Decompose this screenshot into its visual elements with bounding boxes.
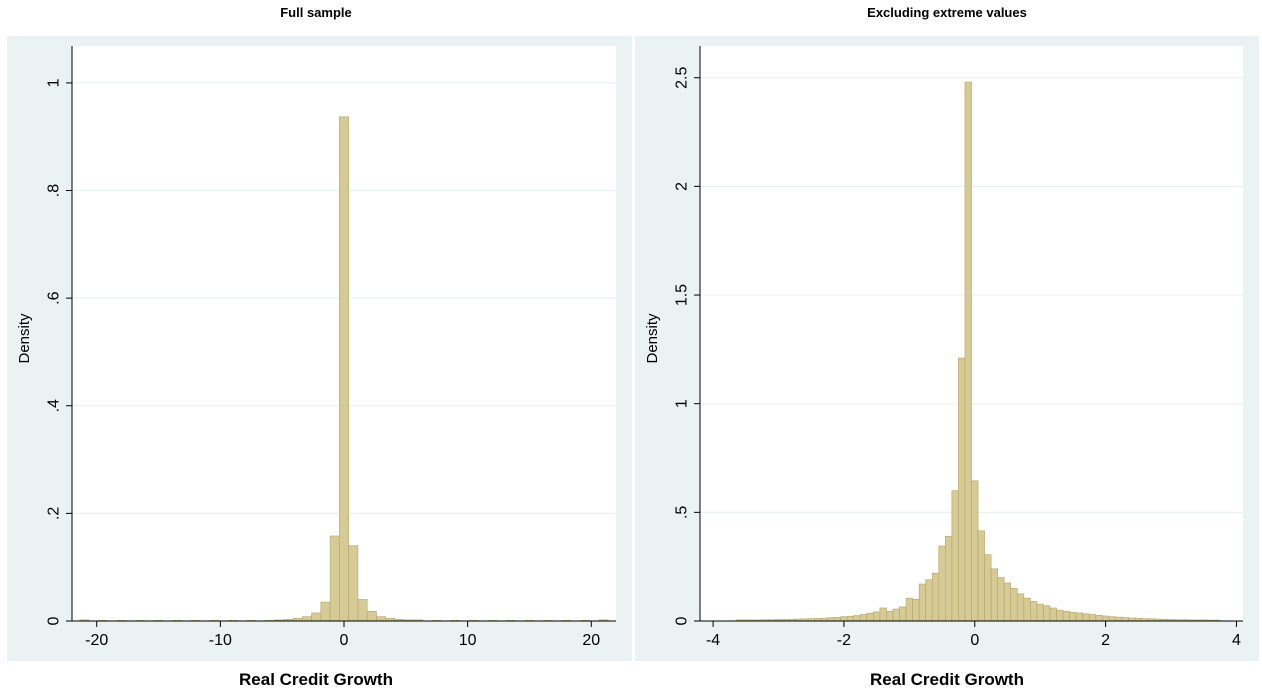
histogram-bar (348, 545, 359, 622)
histogram-bar (873, 611, 881, 622)
histogram-bar (1016, 593, 1025, 622)
chart-panel-full-sample: Full sample 0 .2 .4 .6 .8 1 -20 -10 0 10 20 Density… (7, 5, 632, 689)
histogram-bar (1023, 597, 1031, 622)
histogram-bar (1036, 603, 1044, 622)
histogram-bar (866, 612, 874, 622)
y-tick-label: .2 (46, 507, 63, 520)
histogram-bar (905, 597, 913, 622)
x-tick-label: 4 (1232, 632, 1241, 649)
histogram-bar (1102, 615, 1110, 622)
histogram-bar (376, 616, 387, 622)
histogram-bar (951, 490, 959, 622)
histogram-bar (984, 554, 992, 622)
histogram-plot: 0 .5 1 1.5 2 2.5 -4 -2 0 2 4 Density (644, 46, 1243, 649)
histogram-bar (938, 545, 946, 622)
x-tick-label: 2 (1101, 632, 1110, 649)
x-tick-label: -4 (706, 632, 720, 649)
histogram-bar (1108, 616, 1116, 622)
histogram-bar (1121, 617, 1129, 622)
histogram-plot: 0 .2 .4 .6 .8 1 -20 -10 0 10 20 Density (16, 46, 616, 649)
histogram-bar (859, 614, 868, 622)
x-tick-label: 0 (340, 632, 349, 649)
y-tick-label: 2 (674, 182, 691, 191)
plot-region: 0 .2 .4 .6 .8 1 -20 -10 0 10 20 Density (7, 36, 632, 661)
histogram-bar (1095, 615, 1103, 622)
histogram-bar (846, 615, 855, 622)
y-tick-label: .4 (46, 399, 63, 412)
histogram-bar (977, 530, 985, 622)
chart-title: Full sample (280, 5, 352, 20)
histogram-bar (1056, 609, 1064, 622)
y-tick-label: 0 (674, 616, 691, 625)
histogram-bar (366, 611, 377, 622)
histogram-bar (918, 583, 927, 622)
y-tick-label: 1 (46, 78, 63, 87)
plot-region: 0 .5 1 1.5 2 2.5 -4 -2 0 2 4 Density (635, 36, 1259, 661)
histogram-bar (357, 599, 368, 622)
histogram-bar (1003, 582, 1012, 622)
histogram-bar (1082, 613, 1090, 622)
x-tick-label: 20 (582, 632, 600, 649)
y-axis-title: Density (644, 313, 661, 364)
histogram-bar (320, 601, 331, 622)
histogram-bar (1010, 588, 1018, 622)
histogram-bar (997, 577, 1005, 622)
x-tick-label: -2 (837, 632, 851, 649)
y-tick-label: .8 (46, 184, 63, 197)
histogram-bar (964, 81, 972, 622)
y-tick-label: 2.5 (674, 67, 691, 89)
histogram-bar (912, 598, 920, 622)
y-tick-label: 1 (674, 399, 691, 408)
y-tick-label: .5 (674, 506, 691, 519)
x-axis-title: Real Credit Growth (870, 670, 1024, 689)
histogram-bar (329, 535, 340, 622)
histogram-bar (971, 480, 979, 622)
x-tick-label: 10 (459, 632, 477, 649)
y-tick-label: 1.5 (674, 284, 691, 306)
histogram-bar (833, 617, 841, 622)
histogram-bar (925, 579, 933, 622)
histogram-bar (1030, 601, 1038, 622)
y-tick-label: .6 (46, 291, 63, 304)
histogram-bar (1115, 616, 1123, 622)
histogram-bar (945, 535, 953, 622)
histogram-bar (886, 610, 894, 622)
histogram-bar (892, 608, 900, 622)
chart-title: Excluding extreme values (867, 5, 1027, 20)
histogram-bar (840, 616, 848, 622)
x-tick-label: -10 (209, 632, 232, 649)
y-axis-title: Density (16, 313, 33, 364)
x-tick-label: -20 (85, 632, 108, 649)
histogram-bar (301, 616, 312, 622)
histogram-bar (958, 357, 966, 622)
histogram-bar (1043, 605, 1051, 622)
x-tick-label: 0 (970, 632, 979, 649)
histogram-bar (1062, 610, 1070, 622)
y-tick-label: 0 (46, 616, 63, 625)
histogram-bar (1069, 612, 1077, 622)
histogram-bar (853, 615, 861, 622)
histogram-bar (1088, 614, 1097, 622)
histogram-bar (990, 568, 998, 622)
histogram-bar (311, 612, 322, 622)
histogram-bar (879, 607, 887, 622)
x-axis-title: Real Credit Growth (239, 670, 393, 689)
histogram-bar (1075, 612, 1084, 622)
histogram-bar (1049, 607, 1057, 622)
chart-panel-excluding-extremes: Excluding extreme values 0 .5 1 1.5 2 2.5 -4 -2… (632, 0, 1262, 698)
histogram-bar (899, 606, 907, 622)
histogram-bar (339, 116, 349, 622)
histogram-bar (931, 572, 940, 622)
